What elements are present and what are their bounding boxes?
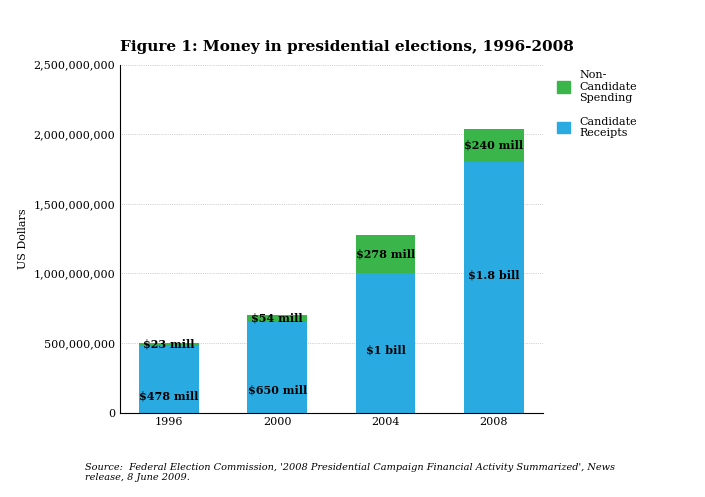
Text: $240 mill: $240 mill — [465, 140, 523, 151]
Text: Source:  Federal Election Commission, '2008 Presidential Campaign Financial Acti: Source: Federal Election Commission, '20… — [85, 463, 615, 482]
Text: Figure 1: Money in presidential elections, 1996-2008: Figure 1: Money in presidential election… — [120, 40, 574, 54]
Text: $23 mill: $23 mill — [143, 339, 195, 350]
Bar — [356, 273, 415, 413]
Text: $278 mill: $278 mill — [356, 248, 415, 259]
Bar — [356, 235, 415, 273]
Legend: Non-
Candidate
Spending, Candidate
Receipts: Non- Candidate Spending, Candidate Recei… — [557, 70, 637, 138]
Bar — [139, 343, 199, 346]
Bar — [247, 315, 307, 322]
Y-axis label: US Dollars: US Dollars — [18, 208, 27, 269]
Text: $478 mill: $478 mill — [139, 390, 199, 402]
Text: $1 bill: $1 bill — [366, 344, 405, 355]
Text: $650 mill: $650 mill — [247, 384, 307, 396]
Bar — [247, 322, 307, 413]
Bar — [464, 162, 524, 413]
Text: $54 mill: $54 mill — [252, 313, 303, 324]
Text: $1.8 bill: $1.8 bill — [468, 269, 520, 280]
Bar — [139, 346, 199, 413]
Bar — [464, 129, 524, 162]
